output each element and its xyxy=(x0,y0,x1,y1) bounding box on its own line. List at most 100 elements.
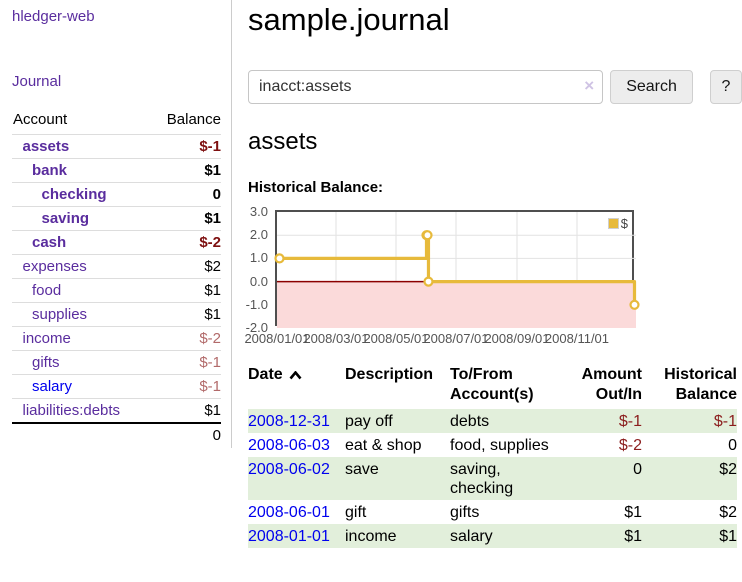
transaction-balance: $1 xyxy=(719,528,737,545)
account-balance: 0 xyxy=(150,182,221,207)
historical-balance-chart: $ 3.0 2.0 1.0 0.0 -1.0 -2.0 2008/01/01 2008/03/… xyxy=(240,203,650,346)
x-axis-tick-label: 2008/05/01 xyxy=(363,331,429,346)
transaction-accounts: saving, checking xyxy=(450,461,514,497)
main-panel: sample.journal × Search ? assets Histori… xyxy=(244,0,742,548)
transaction-date-link[interactable]: 2008-01-01 xyxy=(248,528,330,545)
transaction-description: eat & shop xyxy=(345,437,422,454)
clear-search-icon[interactable]: × xyxy=(584,76,595,95)
transaction-amount: $-1 xyxy=(618,413,642,430)
transaction-date-link[interactable]: 2008-12-31 xyxy=(248,413,330,430)
account-balance: $-2 xyxy=(150,326,221,351)
transaction-row: 2008-06-03 eat & shop food, supplies $-2 0 xyxy=(248,433,737,457)
account-link[interactable]: supplies xyxy=(32,306,88,323)
column-header-accounts: To/From Account(s) xyxy=(450,366,534,403)
transaction-accounts: food, supplies xyxy=(450,437,549,454)
account-balance: $1 xyxy=(150,302,221,327)
account-balance: $-1 xyxy=(150,134,221,159)
account-row: assets $-1 xyxy=(12,134,221,159)
transaction-amount: $1 xyxy=(624,528,642,545)
account-link[interactable]: bank xyxy=(32,162,68,179)
account-row: gifts $-1 xyxy=(12,350,221,375)
account-row: saving $1 xyxy=(12,206,221,231)
accounts-header-account: Account xyxy=(13,111,68,128)
sort-ascending-icon xyxy=(289,370,302,380)
search-form: × Search ? xyxy=(248,70,742,104)
brand: hledger-web xyxy=(12,8,221,25)
account-row: food $1 xyxy=(12,278,221,303)
account-heading: assets xyxy=(248,128,318,155)
transaction-row: 2008-12-31 pay off debts $-1 $-1 xyxy=(248,409,737,433)
account-balance: $-1 xyxy=(150,350,221,375)
y-axis-tick-label: 1.0 xyxy=(249,250,268,266)
account-link[interactable]: cash xyxy=(32,234,67,251)
y-axis-tick-label: 2.0 xyxy=(249,227,268,243)
accounts-total-value: 0 xyxy=(150,422,221,448)
column-header-balance: Historical Balance xyxy=(664,366,737,403)
account-link[interactable]: income xyxy=(22,330,71,347)
x-axis-tick-label: 2008/03/01 xyxy=(303,331,369,346)
account-row: salary $-1 xyxy=(12,374,221,399)
account-row: supplies $1 xyxy=(12,302,221,327)
accounts-total-row: 0 xyxy=(12,422,221,448)
x-axis-tick-label: 2008/07/01 xyxy=(423,331,489,346)
x-axis-tick-label: 2008/09/01 xyxy=(484,331,550,346)
page-title: sample.journal xyxy=(248,2,450,37)
transaction-balance: $2 xyxy=(719,504,737,521)
account-balance: $-2 xyxy=(150,230,221,255)
sidebar: hledger-web Journal Account Balance asse… xyxy=(0,0,232,448)
transaction-row: 2008-06-02 save saving, checking 0 $2 xyxy=(248,457,737,500)
help-button[interactable]: ? xyxy=(709,70,742,104)
column-header-date[interactable]: Date xyxy=(248,365,345,409)
accounts-header-balance: Balance xyxy=(166,111,221,128)
transaction-description: income xyxy=(345,528,397,545)
transaction-description: save xyxy=(345,461,379,478)
transaction-description: gift xyxy=(345,504,367,521)
account-link[interactable]: salary xyxy=(32,378,73,395)
legend-color-swatch xyxy=(607,218,619,229)
account-balance: $1 xyxy=(150,206,221,231)
account-link[interactable]: food xyxy=(32,282,62,299)
y-axis-tick-label: -1.0 xyxy=(245,296,268,312)
account-balance: $1 xyxy=(150,158,221,183)
transaction-amount: 0 xyxy=(633,461,642,478)
account-link[interactable]: expenses xyxy=(22,258,87,275)
transaction-accounts: debts xyxy=(450,413,490,430)
account-link[interactable]: liabilities:debts xyxy=(22,402,121,419)
transaction-date-link[interactable]: 2008-06-01 xyxy=(248,504,330,521)
chart-plot-area: $ xyxy=(274,210,640,328)
accounts-table: Account Balance assets $-1 bank $1 checking 0… xyxy=(12,111,221,448)
account-link[interactable]: checking xyxy=(41,186,107,203)
account-row: expenses $2 xyxy=(12,254,221,279)
transaction-amount: $-2 xyxy=(618,437,642,454)
account-row: liabilities:debts $1 xyxy=(12,398,221,423)
transaction-accounts: salary xyxy=(450,528,493,545)
column-header-amount: Amount Out/In xyxy=(581,366,642,403)
search-input-wrap: × xyxy=(248,70,604,104)
account-balance: $1 xyxy=(150,278,221,303)
search-button[interactable]: Search xyxy=(610,70,693,104)
app-title-link[interactable]: hledger-web xyxy=(12,8,95,25)
transaction-description: pay off xyxy=(345,413,393,430)
y-axis-tick-label: -2.0 xyxy=(245,320,268,335)
transaction-row: 2008-06-01 gift gifts $1 $2 xyxy=(248,500,737,524)
account-link[interactable]: saving xyxy=(41,210,90,227)
transaction-amount: $1 xyxy=(624,504,642,521)
account-link[interactable]: gifts xyxy=(32,354,60,371)
search-input[interactable] xyxy=(248,70,604,104)
transaction-date-link[interactable]: 2008-06-02 xyxy=(248,461,330,478)
chart-title: Historical Balance: xyxy=(248,179,384,196)
y-axis-tick-label: 3.0 xyxy=(249,204,268,219)
transaction-row: 2008-01-01 income salary $1 $1 xyxy=(248,524,737,548)
account-row: cash $-2 xyxy=(12,230,221,255)
transaction-date-link[interactable]: 2008-06-03 xyxy=(248,437,330,454)
transaction-accounts: gifts xyxy=(450,504,480,521)
account-link[interactable]: assets xyxy=(22,138,70,155)
chart-canvas xyxy=(274,212,640,328)
journal-link[interactable]: Journal xyxy=(12,73,62,90)
transactions-table: Date Description To/From Account(s) Amou… xyxy=(248,365,737,548)
x-axis-tick-label: 2008/11/01 xyxy=(544,331,610,346)
app: hledger-web Journal Account Balance asse… xyxy=(0,0,742,548)
account-balance: $-1 xyxy=(150,374,221,399)
account-row: income $-2 xyxy=(12,326,221,351)
transaction-balance: 0 xyxy=(728,437,737,454)
